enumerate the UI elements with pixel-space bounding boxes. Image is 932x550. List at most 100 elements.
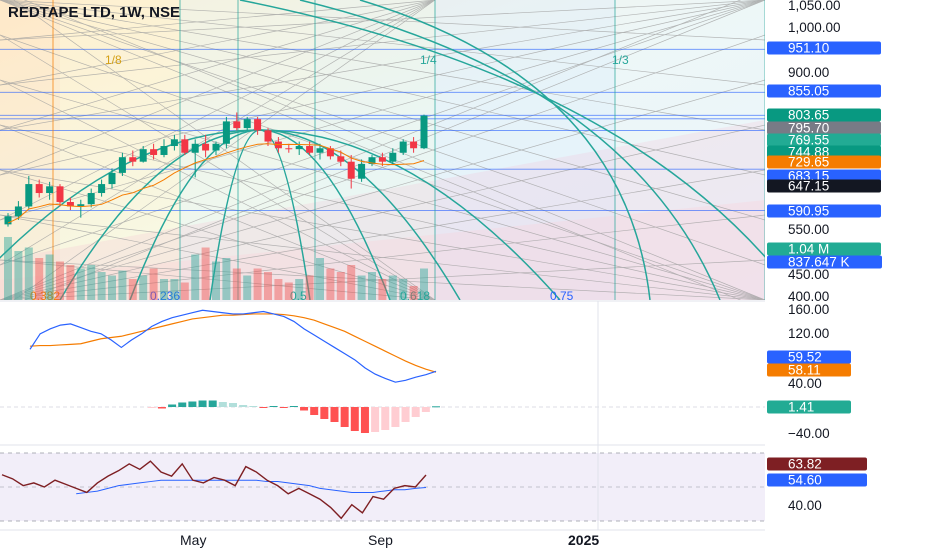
- rsi-line: [1, 460, 427, 520]
- macd-histogram-bar: [157, 407, 166, 409]
- macd-histogram-bar: [381, 407, 390, 430]
- candle: [399, 139, 407, 155]
- svg-text:1.04 M: 1.04 M: [788, 242, 829, 257]
- macd-histogram-bar: [239, 405, 248, 407]
- volume-bar: [118, 270, 127, 300]
- volume-bar: [409, 286, 418, 300]
- volume-histogram: [4, 237, 428, 300]
- volume-bar: [316, 258, 324, 300]
- volume-bar: [399, 279, 408, 300]
- candle: [66, 197, 74, 211]
- volume-bar: [253, 268, 262, 300]
- time-axis[interactable]: May Sep 2025: [180, 532, 599, 548]
- candle: [118, 152, 126, 177]
- rsi-pane[interactable]: [0, 452, 765, 522]
- chart-title: REDTAPE LTD, 1W, NSE: [8, 4, 180, 21]
- fib-level-label: 1/3: [612, 53, 629, 67]
- candle: [25, 176, 33, 209]
- candle: [316, 143, 324, 160]
- volume-bar: [56, 261, 64, 300]
- volume-bar: [24, 247, 33, 300]
- macd-histogram-bar: [259, 407, 268, 408]
- macd-histogram-bar: [330, 407, 339, 422]
- price-tick-label: 1,050.00: [788, 0, 841, 13]
- volume-bar: [149, 268, 158, 300]
- price-badge: 63.82: [767, 457, 867, 472]
- candle: [420, 114, 428, 150]
- fib-level-label: 0.236: [150, 289, 180, 303]
- macd-histogram-bar: [147, 407, 156, 408]
- candle: [4, 213, 12, 227]
- macd-histogram-bar: [218, 402, 227, 407]
- macd-histogram-bar: [229, 403, 237, 407]
- macd-histogram-bar: [249, 406, 258, 407]
- candle: [233, 112, 241, 131]
- volume-bar: [201, 247, 210, 300]
- macd-histogram-bar: [421, 407, 430, 412]
- volume-bar: [191, 254, 200, 300]
- candle: [150, 143, 158, 160]
- time-label-may: May: [180, 532, 206, 548]
- price-tick-label: 550.00: [788, 222, 829, 237]
- macd-histogram-bar: [188, 401, 197, 407]
- svg-text:951.10: 951.10: [788, 41, 829, 56]
- macd-tick-label: −40.00: [788, 426, 830, 441]
- macd-histogram-bar: [310, 407, 319, 415]
- volume-bar: [97, 272, 106, 300]
- svg-text:855.05: 855.05: [788, 84, 829, 99]
- svg-text:1.41: 1.41: [788, 400, 814, 415]
- candle: [46, 181, 54, 200]
- volume-bar: [368, 272, 376, 300]
- volume-bar: [420, 268, 428, 300]
- price-badge: 951.10: [767, 41, 881, 56]
- candle: [181, 134, 189, 155]
- volume-bar: [45, 254, 54, 300]
- svg-text:729.65: 729.65: [788, 155, 829, 170]
- price-tick-label: 400.00: [788, 289, 829, 304]
- macd-histogram-bar: [371, 407, 380, 432]
- macd-tick-label: 40.00: [788, 376, 822, 391]
- fib-level-label: 0.382: [30, 289, 60, 303]
- fib-level-label: 1/8: [105, 53, 122, 67]
- candle: [14, 201, 22, 220]
- volume-bar: [14, 251, 23, 300]
- macd-histogram-bar: [168, 404, 177, 407]
- volume-bar: [4, 237, 12, 300]
- volume-bar: [326, 268, 335, 300]
- candle: [160, 139, 168, 158]
- macd-histogram-bar: [391, 407, 400, 427]
- gann-fan-drawing[interactable]: 1/8 1/4 1/3 0.236 0.382 0.5 0.618 0.75: [0, 0, 800, 310]
- svg-text:837.647 K: 837.647 K: [788, 255, 850, 270]
- candle: [254, 116, 262, 135]
- macd-histogram-bar: [289, 406, 298, 407]
- candle: [108, 168, 116, 189]
- macd-signal-line: [29, 313, 437, 373]
- price-badge: 803.65: [767, 108, 881, 123]
- macd-tick-label: 160.00: [788, 302, 829, 317]
- volume-bar: [347, 265, 356, 300]
- candle: [358, 159, 366, 182]
- candle: [212, 141, 220, 155]
- candle: [202, 134, 210, 158]
- candle: [98, 179, 106, 197]
- price-tick-label: 1,000.00: [788, 20, 841, 35]
- macd-histogram-bar: [300, 407, 309, 411]
- svg-text:590.95: 590.95: [788, 204, 829, 219]
- volume-bar: [222, 258, 231, 300]
- candle: [191, 139, 199, 178]
- svg-text:54.60: 54.60: [788, 473, 822, 488]
- volume-bar: [139, 275, 148, 300]
- macd-histogram-bar: [208, 400, 217, 407]
- macd-tick-label: 120.00: [788, 326, 829, 341]
- svg-text:63.82: 63.82: [788, 457, 822, 472]
- macd-histogram-bar: [340, 407, 349, 427]
- macd-pane[interactable]: [0, 309, 765, 433]
- macd-histogram-bar: [269, 406, 278, 407]
- macd-histogram-bar: [432, 406, 440, 408]
- candle: [77, 199, 85, 218]
- candle: [222, 116, 230, 149]
- fib-level-label: 0.5: [290, 289, 307, 303]
- price-badge: 590.95: [767, 204, 881, 219]
- volume-bar: [212, 261, 220, 300]
